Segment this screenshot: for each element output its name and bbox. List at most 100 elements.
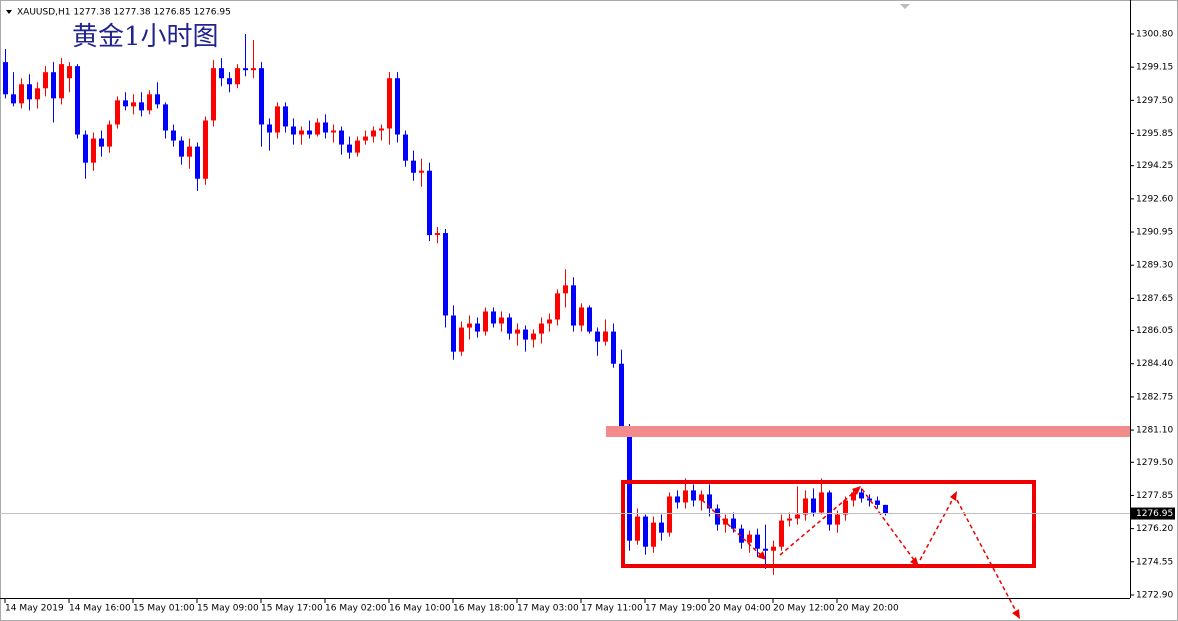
- candle-body: [835, 514, 840, 525]
- arrow: [919, 494, 956, 561]
- candle-body: [251, 68, 256, 71]
- candle-body: [611, 331, 616, 364]
- y-tick-label: 1281.10: [1136, 426, 1173, 436]
- candle-body: [355, 140, 360, 153]
- candle-body: [331, 130, 336, 133]
- candle-body: [59, 64, 64, 99]
- candle-body: [843, 500, 848, 515]
- y-tick-label: 1287.65: [1136, 294, 1173, 304]
- x-tick-label: 17 May 11:00: [581, 604, 643, 614]
- range-box: [621, 480, 1036, 568]
- y-tick-label: 1300.80: [1136, 29, 1173, 39]
- candle-body: [83, 134, 88, 163]
- candle-body: [683, 490, 688, 503]
- chart-header: XAUUSD,H1 1277.38 1277.38 1276.85 1276.9…: [17, 8, 231, 18]
- arrow: [701, 499, 765, 559]
- candle-body: [651, 522, 656, 547]
- candle-body: [475, 323, 480, 332]
- candle-body: [435, 233, 440, 236]
- candle-body: [739, 528, 744, 543]
- chart-title: 黄金1小时图: [72, 22, 219, 52]
- candle-body: [459, 327, 464, 352]
- candle-body: [659, 522, 664, 533]
- candle-body: [75, 66, 80, 135]
- candle-body: [19, 84, 24, 104]
- candle-body: [491, 311, 496, 324]
- candle-body: [203, 120, 208, 179]
- y-tick-label: 1289.30: [1136, 261, 1173, 271]
- candle-body: [299, 130, 304, 135]
- candle-body: [747, 534, 752, 543]
- y-tick-label: 1282.75: [1136, 392, 1173, 402]
- candle-body: [323, 122, 328, 133]
- candle-body: [51, 72, 56, 99]
- candle-body: [787, 518, 792, 521]
- candle-body: [563, 285, 568, 294]
- candle-body: [763, 548, 768, 551]
- candle-body: [235, 68, 240, 85]
- y-tick-label: 1299.15: [1136, 63, 1173, 73]
- x-tick-label: 16 May 18:00: [453, 604, 515, 614]
- candle-body: [515, 329, 520, 334]
- y-tick-label: 1272.90: [1136, 590, 1173, 600]
- y-tick-label: 1294.25: [1136, 161, 1173, 171]
- candle-body: [131, 102, 136, 107]
- candle-body: [867, 498, 872, 501]
- candle-body: [795, 514, 800, 519]
- candle-body: [859, 492, 864, 499]
- candle-body: [619, 363, 624, 427]
- shift-marker: [900, 4, 910, 9]
- candle-body: [43, 72, 48, 89]
- candle-body: [171, 130, 176, 141]
- candle-body: [379, 128, 384, 131]
- candle-body: [123, 100, 128, 107]
- candle-body: [147, 94, 152, 111]
- candle-body: [483, 311, 488, 332]
- candle-body: [667, 496, 672, 533]
- forecast-arrows: [701, 488, 1019, 616]
- candle-body: [755, 534, 760, 549]
- candle-body: [803, 498, 808, 515]
- candle-body: [419, 170, 424, 173]
- y-tick-label: 1276.20: [1136, 524, 1173, 534]
- candle-body: [307, 130, 312, 135]
- candle-body: [675, 496, 680, 503]
- y-tick-label: 1286.05: [1136, 326, 1173, 336]
- candle-body: [195, 146, 200, 179]
- candle-body: [827, 492, 832, 525]
- y-tick-label: 1279.50: [1136, 458, 1173, 468]
- arrow: [861, 488, 918, 565]
- candle-body: [11, 94, 16, 104]
- x-tick-label: 15 May 17:00: [261, 604, 323, 614]
- candle-body: [371, 130, 376, 137]
- candle-body: [555, 293, 560, 320]
- y-tick-label: 1274.55: [1136, 557, 1173, 567]
- candle-body: [91, 138, 96, 163]
- y-tick-label: 1277.85: [1136, 491, 1173, 501]
- candle-body: [211, 68, 216, 121]
- y-tick-label: 1297.50: [1136, 96, 1173, 106]
- candle-body: [275, 106, 280, 133]
- x-tick-label: 20 May 12:00: [773, 604, 835, 614]
- candle-body: [779, 520, 784, 547]
- candle-body: [427, 170, 432, 236]
- y-tick-label: 1290.95: [1136, 228, 1173, 238]
- candle-body: [579, 307, 584, 326]
- candle-body: [707, 494, 712, 509]
- candle-body: [139, 102, 144, 111]
- candle-body: [523, 329, 528, 340]
- candle-body: [547, 319, 552, 324]
- candle-body: [699, 494, 704, 501]
- x-tick-label: 16 May 02:00: [325, 604, 387, 614]
- candle-body: [163, 104, 168, 131]
- candle-body: [99, 138, 104, 147]
- x-tick-label: 16 May 10:00: [389, 604, 451, 614]
- candle-body: [339, 130, 344, 145]
- candle-body: [315, 122, 320, 135]
- candle-body: [643, 516, 648, 547]
- x-tick-label: 17 May 19:00: [645, 604, 707, 614]
- arrow-head: [852, 486, 861, 495]
- candle-body: [267, 124, 272, 133]
- candle-body: [771, 546, 776, 551]
